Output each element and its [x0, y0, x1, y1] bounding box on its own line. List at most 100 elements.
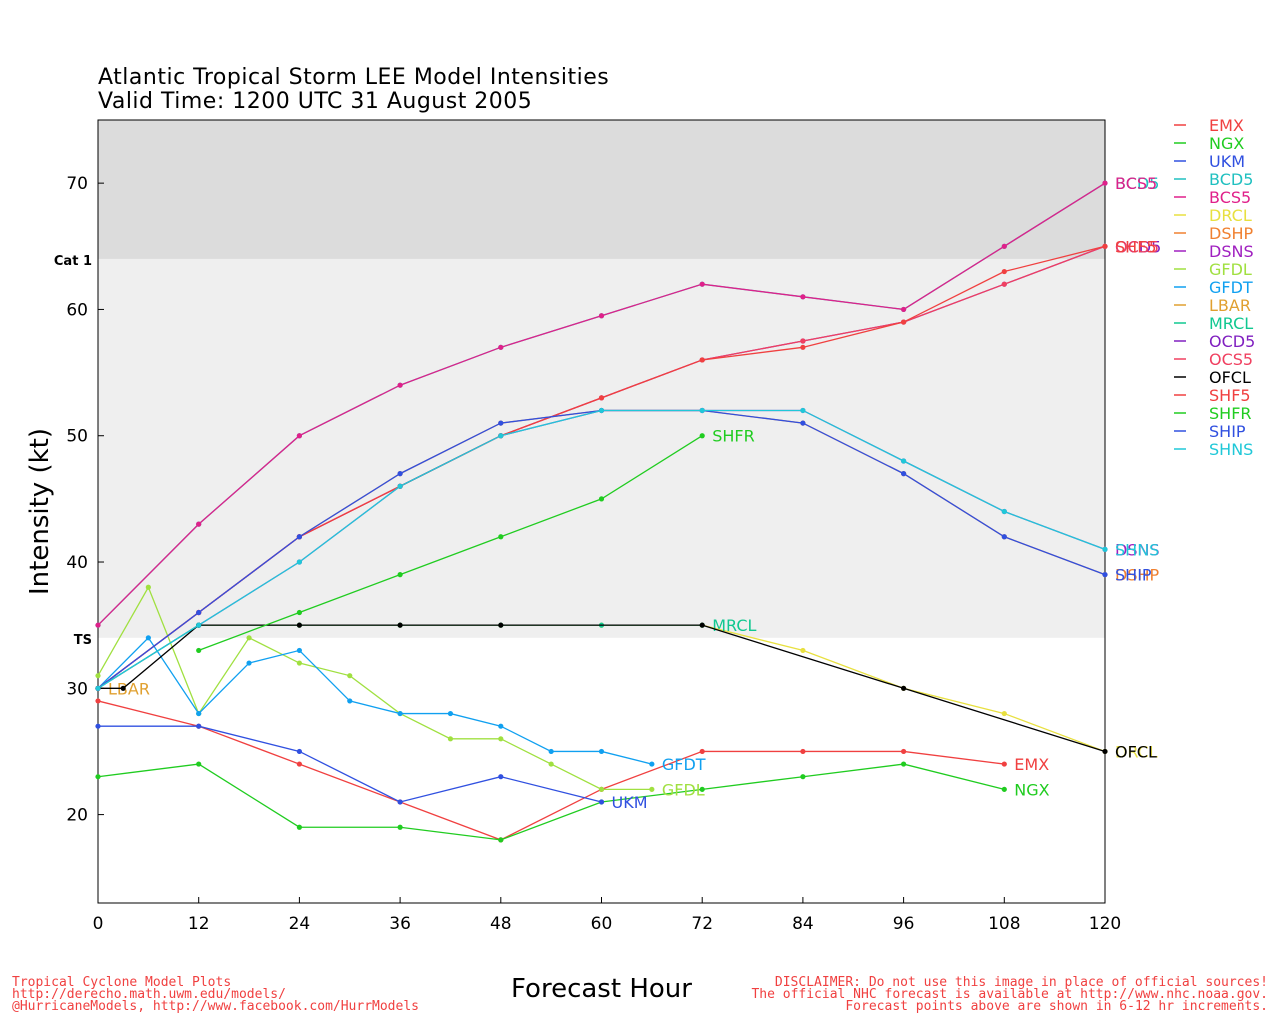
- series-shns: [95, 407, 1108, 691]
- data-point: [95, 723, 101, 729]
- data-point: [498, 837, 504, 843]
- data-point: [1001, 508, 1007, 515]
- legend-label: OCS5: [1209, 350, 1253, 369]
- data-point: [95, 774, 101, 780]
- legend-label: LBAR: [1209, 296, 1251, 315]
- y-tick-label: 70: [66, 174, 88, 194]
- data-point: [800, 774, 806, 780]
- data-point: [120, 685, 126, 691]
- data-point: [699, 786, 705, 792]
- series-line: [198, 435, 703, 652]
- data-point: [800, 420, 806, 426]
- data-point: [347, 698, 353, 704]
- legend-item: BCS5: [1174, 188, 1251, 207]
- data-point: [397, 799, 403, 805]
- intensity-band: [98, 258, 1105, 638]
- data-point: [347, 673, 353, 679]
- series-line: [97, 585, 652, 790]
- data-point: [598, 395, 605, 401]
- data-point: [447, 710, 454, 717]
- series-bcs5: [95, 180, 1108, 628]
- y-axis-label: Intensity (kt): [25, 428, 55, 595]
- data-point: [296, 534, 302, 540]
- data-point: [196, 622, 202, 628]
- data-point: [296, 609, 302, 616]
- data-point: [1102, 180, 1108, 186]
- data-point: [800, 407, 806, 414]
- data-point: [699, 357, 705, 363]
- data-point: [498, 344, 504, 350]
- series-line: [97, 700, 1005, 841]
- data-point: [901, 471, 907, 477]
- legend-item: GFDL: [1174, 260, 1252, 279]
- legend-label: NGX: [1209, 134, 1244, 153]
- data-point: [246, 660, 252, 666]
- legend-label: MRCL: [1209, 314, 1253, 333]
- footer-credit-line[interactable]: @HurricaneModels, http://www.facebook.co…: [12, 999, 419, 1014]
- series-end-label: OCD5: [1115, 237, 1161, 256]
- data-point: [598, 786, 605, 792]
- legend-label: OCD5: [1209, 332, 1255, 351]
- series-end-label: DRCL: [1115, 742, 1158, 761]
- data-point: [1001, 268, 1007, 275]
- data-point: [901, 685, 907, 691]
- data-point: [296, 660, 302, 666]
- data-point: [598, 799, 605, 805]
- x-tick-label: 96: [893, 914, 915, 934]
- data-point: [1102, 546, 1108, 552]
- footer-disclaimer-line[interactable]: The official NHC forecast is available a…: [751, 987, 1268, 1002]
- legend-item: SHF5: [1174, 386, 1251, 405]
- data-point: [95, 673, 101, 679]
- footer-disclaimer: DISCLAIMER: Do not use this image in pla…: [751, 975, 1268, 1014]
- data-point: [498, 622, 504, 628]
- data-point: [95, 622, 101, 628]
- series-ukm: [95, 723, 605, 805]
- series-end-label: LBAR: [108, 679, 150, 698]
- legend-label: GFDL: [1209, 260, 1252, 279]
- footer-disclaimer-line: Forecast points above are shown in 6-12 …: [845, 999, 1268, 1014]
- legend-label: SHF5: [1209, 386, 1251, 405]
- legend-label: SHFR: [1209, 404, 1252, 423]
- data-point: [397, 710, 403, 717]
- band-label: TS: [74, 633, 92, 648]
- data-point: [95, 698, 101, 704]
- data-point: [800, 294, 806, 300]
- data-point: [196, 761, 202, 767]
- data-point: [397, 382, 403, 388]
- legend-item: SHFR: [1174, 404, 1252, 423]
- data-point: [1001, 534, 1007, 540]
- data-point: [548, 748, 554, 755]
- series-end-label: BCS5: [1115, 174, 1157, 193]
- series-end-label: SHIP: [1115, 566, 1152, 585]
- data-point: [498, 433, 504, 439]
- data-point: [196, 521, 202, 527]
- series-end-label: OCS5: [1115, 237, 1159, 256]
- x-tick-label: 60: [591, 914, 613, 934]
- data-point: [498, 736, 504, 742]
- x-tick-label: 72: [691, 914, 713, 934]
- footer-credits: Tropical Cyclone Model Plots http://dere…: [12, 976, 419, 1014]
- series-end-label: SHF5: [1115, 237, 1157, 256]
- legend-item: DSNS: [1174, 242, 1254, 261]
- data-point: [800, 748, 806, 755]
- data-point: [1001, 761, 1007, 767]
- data-point: [901, 306, 907, 313]
- footer-disclaimer-line: DISCLAIMER: Do not use this image in pla…: [774, 975, 1268, 990]
- footer-credit-line[interactable]: http://derecho.math.uwm.edu/models/: [12, 987, 286, 1002]
- legend-item: UKM: [1174, 152, 1245, 171]
- legend-label: BCD5: [1209, 170, 1253, 189]
- data-point: [196, 723, 202, 729]
- legend-item: NGX: [1174, 134, 1244, 153]
- data-point: [145, 584, 151, 590]
- legend-label: UKM: [1209, 152, 1245, 171]
- data-point: [800, 344, 806, 350]
- data-point: [1001, 786, 1007, 792]
- data-point: [145, 635, 151, 641]
- series-ofcl: [95, 622, 1108, 755]
- data-point: [1102, 243, 1108, 249]
- series-end-label: DSHP: [1115, 566, 1160, 585]
- data-point: [196, 710, 202, 717]
- data-point: [397, 622, 403, 628]
- y-tick-label: 60: [66, 300, 88, 320]
